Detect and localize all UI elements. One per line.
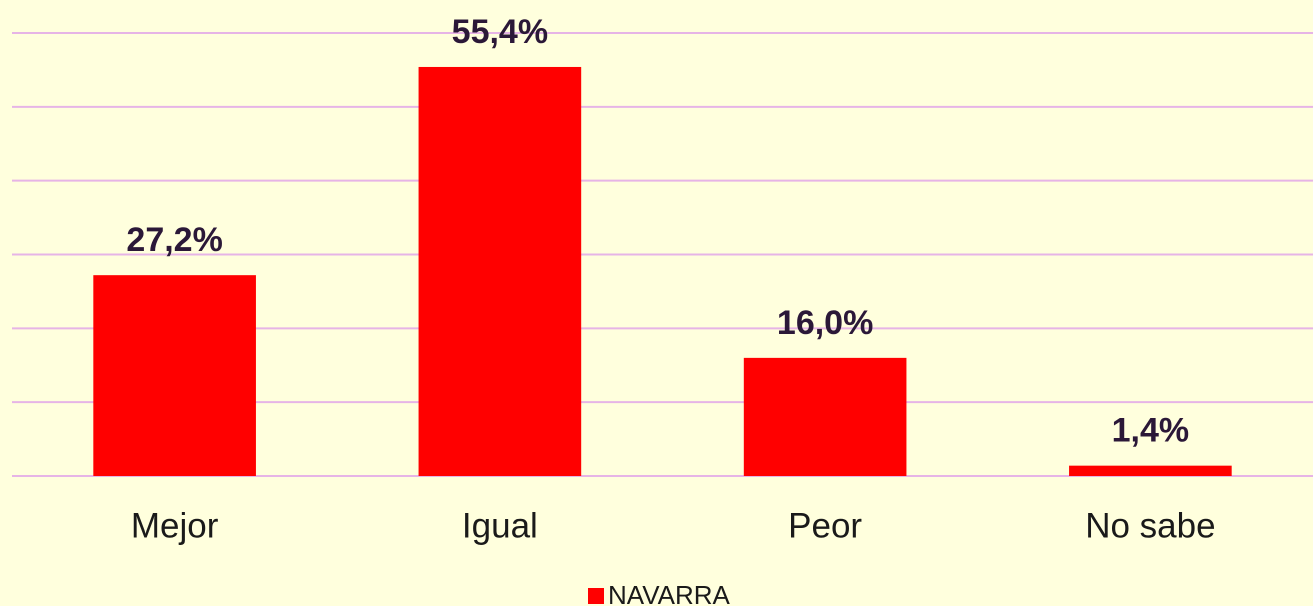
value-label: 55,4% xyxy=(452,13,548,51)
x-tick-label: Peor xyxy=(788,506,862,545)
legend-swatch xyxy=(588,588,604,604)
x-tick-label: No sabe xyxy=(1085,506,1215,545)
value-label: 27,2% xyxy=(126,221,222,259)
value-label: 1,4% xyxy=(1112,412,1190,450)
value-label: 16,0% xyxy=(777,304,873,342)
bar xyxy=(418,66,582,477)
bar xyxy=(1069,465,1232,476)
legend-label: NAVARRA xyxy=(608,580,730,606)
bar xyxy=(743,357,907,476)
x-tick-label: Mejor xyxy=(131,506,219,545)
x-tick-label: Igual xyxy=(462,506,538,545)
bar xyxy=(93,275,256,476)
